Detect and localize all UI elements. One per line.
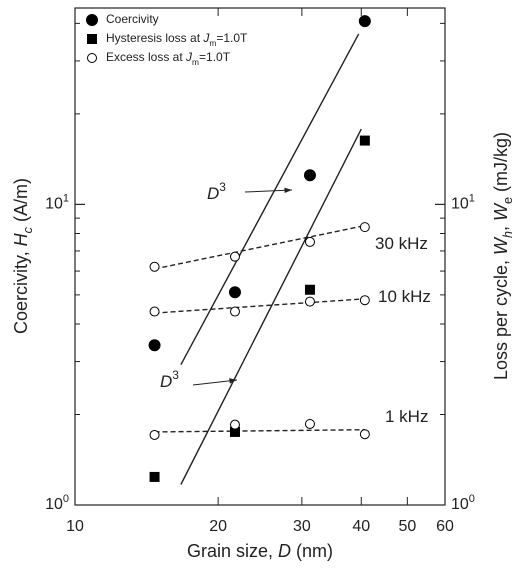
- marker: [149, 261, 160, 272]
- legend-label: Coercivity: [106, 12, 159, 26]
- text-part: H: [11, 232, 31, 246]
- marker: [149, 306, 160, 317]
- arrow-head: [284, 187, 292, 194]
- marker: [228, 286, 241, 299]
- fit-line: [180, 128, 362, 485]
- x-tick-label: 10: [66, 518, 84, 535]
- text-part: 3: [219, 180, 226, 194]
- marker: [304, 296, 315, 307]
- text-part: W: [491, 236, 511, 255]
- marker: [304, 284, 315, 295]
- text-part: J: [185, 50, 193, 64]
- text-part: h: [501, 231, 515, 238]
- marker: [229, 306, 240, 317]
- marker: [148, 339, 161, 352]
- text-part: Coercivity,: [11, 246, 31, 334]
- x-tick-label: 30: [293, 518, 311, 535]
- marker: [304, 418, 315, 429]
- annotation: 1 kHz: [385, 407, 428, 426]
- text-part: =1.0T: [199, 50, 231, 64]
- annotation: D3: [160, 368, 179, 391]
- legend-label: Hysteresis loss at Jm=1.0T: [106, 31, 248, 48]
- text-part: Grain size,: [187, 541, 278, 561]
- text-part: Coercivity: [106, 12, 159, 26]
- fit-line: [154, 224, 365, 270]
- text-part: D: [207, 184, 219, 203]
- text-part: J: [202, 31, 210, 45]
- text-part: W: [491, 202, 511, 221]
- marker: [359, 135, 370, 146]
- annotation: 30 kHz: [375, 234, 428, 253]
- x-tick-label: 50: [398, 518, 416, 535]
- y-tick-label: 100: [451, 493, 475, 513]
- y-tick-label: 100: [45, 493, 69, 513]
- text-part: ,: [491, 221, 511, 231]
- marker: [358, 15, 371, 28]
- marker: [303, 169, 316, 182]
- x-tick-label: 40: [352, 518, 370, 535]
- plot-frame: [74, 7, 446, 506]
- tick-exp: 0: [63, 493, 69, 505]
- tick-base: 10: [451, 496, 469, 513]
- text-part: (A/m): [11, 178, 31, 227]
- x-tick-label: 60: [436, 518, 454, 535]
- text-part: c: [21, 226, 35, 233]
- marker: [229, 251, 240, 262]
- marker: [149, 429, 160, 440]
- text-part: (mJ/kg): [491, 132, 511, 197]
- tick-exp: 1: [469, 192, 475, 204]
- legend-marker: [87, 53, 97, 63]
- arrow-head: [229, 378, 237, 384]
- y-axis-label: Coercivity, Hc (A/m): [11, 178, 36, 334]
- text-part: 10 kHz: [378, 287, 431, 306]
- x-tick-label: 20: [209, 518, 227, 535]
- text-part: e: [501, 197, 515, 204]
- marker: [304, 236, 315, 247]
- legend-marker: [87, 34, 97, 44]
- marker: [229, 419, 240, 430]
- tick-exp: 0: [469, 493, 475, 505]
- y-tick-label: 101: [45, 192, 69, 212]
- text-part: 3: [172, 368, 179, 382]
- fit-line: [154, 298, 365, 314]
- tick-base: 10: [45, 196, 63, 213]
- annotation: 10 kHz: [378, 287, 431, 306]
- tick-base: 10: [451, 196, 469, 213]
- annotation-arrow: [244, 189, 293, 193]
- y-tick-label: 101: [451, 192, 475, 212]
- marker: [359, 222, 370, 233]
- text-part: 30 kHz: [375, 234, 428, 253]
- text-part: m: [209, 38, 216, 48]
- text-part: D: [278, 541, 291, 561]
- marker: [229, 426, 240, 437]
- annotation: D3: [207, 180, 226, 203]
- text-part: =1.0T: [216, 31, 248, 45]
- y2-axis-label: Loss per cycle, Wh, We (mJ/kg): [491, 132, 516, 380]
- text-part: Hysteresis loss at: [106, 31, 203, 45]
- legend-marker: [86, 14, 98, 26]
- text-part: Loss per cycle,: [491, 255, 511, 380]
- tick-base: 10: [45, 496, 63, 513]
- text-part: Excess loss at: [106, 50, 186, 64]
- text-part: 1 kHz: [385, 407, 428, 426]
- marker: [149, 471, 160, 482]
- text-part: m: [192, 57, 199, 67]
- fit-line: [154, 429, 365, 433]
- text-part: (nm): [291, 541, 333, 561]
- marker: [359, 295, 370, 306]
- tick-exp: 1: [63, 192, 69, 204]
- text-part: D: [160, 372, 172, 391]
- marker: [359, 429, 370, 440]
- x-axis-label: Grain size, D (nm): [187, 541, 333, 561]
- legend-label: Excess loss at Jm=1.0T: [106, 50, 231, 67]
